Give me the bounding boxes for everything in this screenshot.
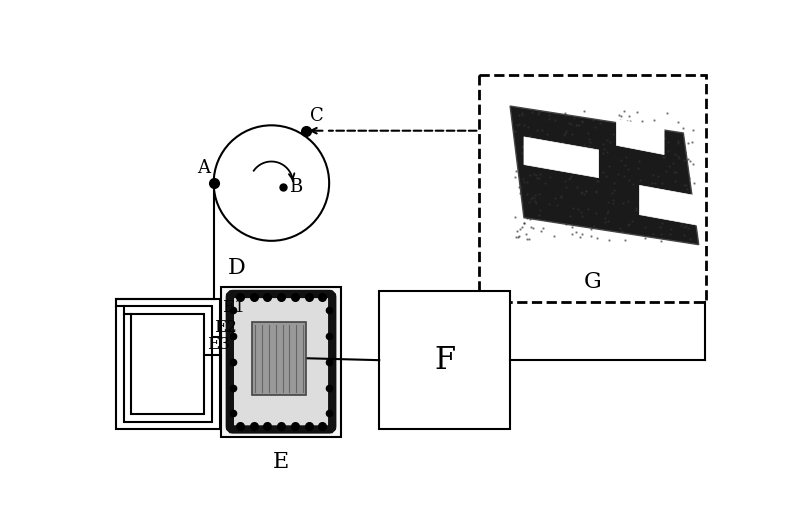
Bar — [222, 287, 341, 437]
Polygon shape — [510, 106, 698, 245]
Bar — [479, 75, 706, 303]
Text: C: C — [310, 107, 324, 125]
Text: E: E — [273, 451, 289, 473]
FancyBboxPatch shape — [230, 294, 332, 430]
Text: A: A — [197, 159, 210, 177]
Bar — [123, 306, 212, 422]
Text: E1: E1 — [222, 299, 245, 316]
Bar — [252, 322, 306, 395]
Text: E2: E2 — [214, 319, 238, 336]
Text: D: D — [228, 257, 246, 279]
Bar — [116, 298, 220, 430]
Polygon shape — [639, 185, 698, 226]
Text: F: F — [434, 345, 455, 375]
Text: B: B — [289, 178, 302, 196]
Bar — [131, 314, 205, 414]
Polygon shape — [524, 137, 598, 178]
Bar — [379, 291, 510, 430]
Polygon shape — [616, 119, 664, 155]
Text: E3: E3 — [206, 336, 230, 353]
Text: G: G — [584, 271, 602, 293]
